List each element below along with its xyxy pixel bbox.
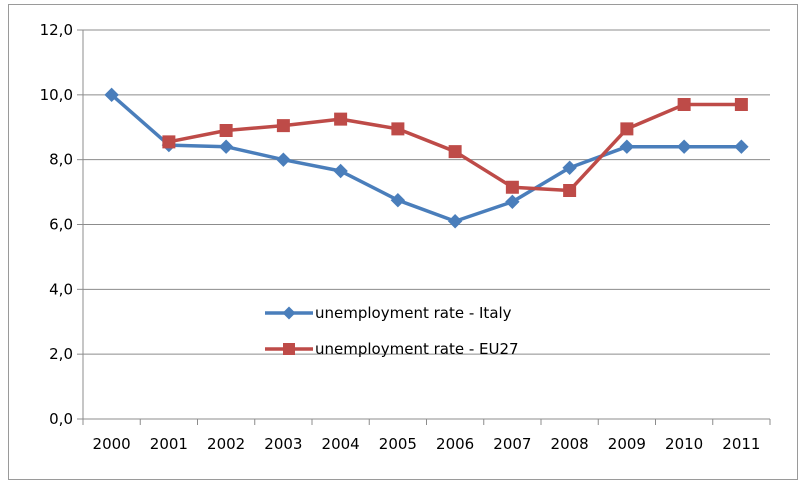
axes <box>82 30 771 425</box>
y-tick-label: 6,0 <box>49 216 73 234</box>
x-tick-label: 2000 <box>93 435 131 453</box>
data-point <box>391 122 405 136</box>
y-tick-label: 2,0 <box>49 345 73 363</box>
legend-marker-eu27 <box>283 343 295 355</box>
x-tick-label: 2006 <box>436 435 474 453</box>
data-point <box>334 112 348 126</box>
legend: unemployment rate - Italy unemployment r… <box>265 304 519 358</box>
data-point <box>563 183 577 197</box>
data-point <box>734 139 749 154</box>
data-point <box>562 160 577 175</box>
data-point <box>505 180 519 194</box>
x-tick-label: 2009 <box>608 435 646 453</box>
x-axis-tick-labels: 2000 2001 2002 2003 2004 2005 2006 2007 2008 2009… <box>93 435 761 453</box>
y-tick-label: 10,0 <box>40 86 73 104</box>
data-point <box>276 119 290 133</box>
data-point <box>505 194 520 210</box>
data-point <box>162 135 176 149</box>
x-tick-label: 2002 <box>207 435 245 453</box>
x-tick-label: 2004 <box>322 435 360 453</box>
series-group <box>104 87 749 229</box>
data-point <box>219 123 233 137</box>
y-axis-tick-labels: 0,0 2,0 4,0 6,0 8,0 10,0 12,0 <box>40 21 73 428</box>
legend-item-italy: unemployment rate - Italy <box>265 304 512 322</box>
legend-label-italy: unemployment rate - Italy <box>315 304 512 322</box>
data-point <box>390 192 406 208</box>
x-tick-label: 2008 <box>551 435 589 453</box>
data-point <box>619 139 635 154</box>
data-point <box>218 139 234 154</box>
x-tick-label: 2007 <box>493 435 531 453</box>
x-tick-label: 2011 <box>722 435 760 453</box>
series-eu27 <box>162 98 748 197</box>
y-tick-label: 0,0 <box>49 410 73 428</box>
y-tick-label: 8,0 <box>49 151 73 169</box>
chart-frame <box>8 4 798 480</box>
data-point <box>734 98 748 112</box>
data-point <box>447 214 463 229</box>
series-italy <box>104 87 749 229</box>
data-point <box>448 145 462 159</box>
series-line <box>110 93 742 224</box>
x-tick-label: 2010 <box>665 435 703 453</box>
x-tick-label: 2001 <box>150 435 188 453</box>
data-point <box>333 163 348 179</box>
data-point <box>276 152 291 167</box>
legend-marker-italy <box>282 306 296 320</box>
data-point <box>620 122 634 136</box>
data-point <box>677 98 691 112</box>
y-tick-label: 4,0 <box>49 280 73 298</box>
data-point <box>104 87 119 103</box>
data-point <box>676 139 692 154</box>
gridlines <box>77 29 770 420</box>
y-tick-label: 12,0 <box>40 21 73 39</box>
x-tick-label: 2003 <box>264 435 302 453</box>
legend-label-eu27: unemployment rate - EU27 <box>315 340 519 358</box>
legend-item-eu27: unemployment rate - EU27 <box>265 340 519 358</box>
x-tick-label: 2005 <box>379 435 417 453</box>
